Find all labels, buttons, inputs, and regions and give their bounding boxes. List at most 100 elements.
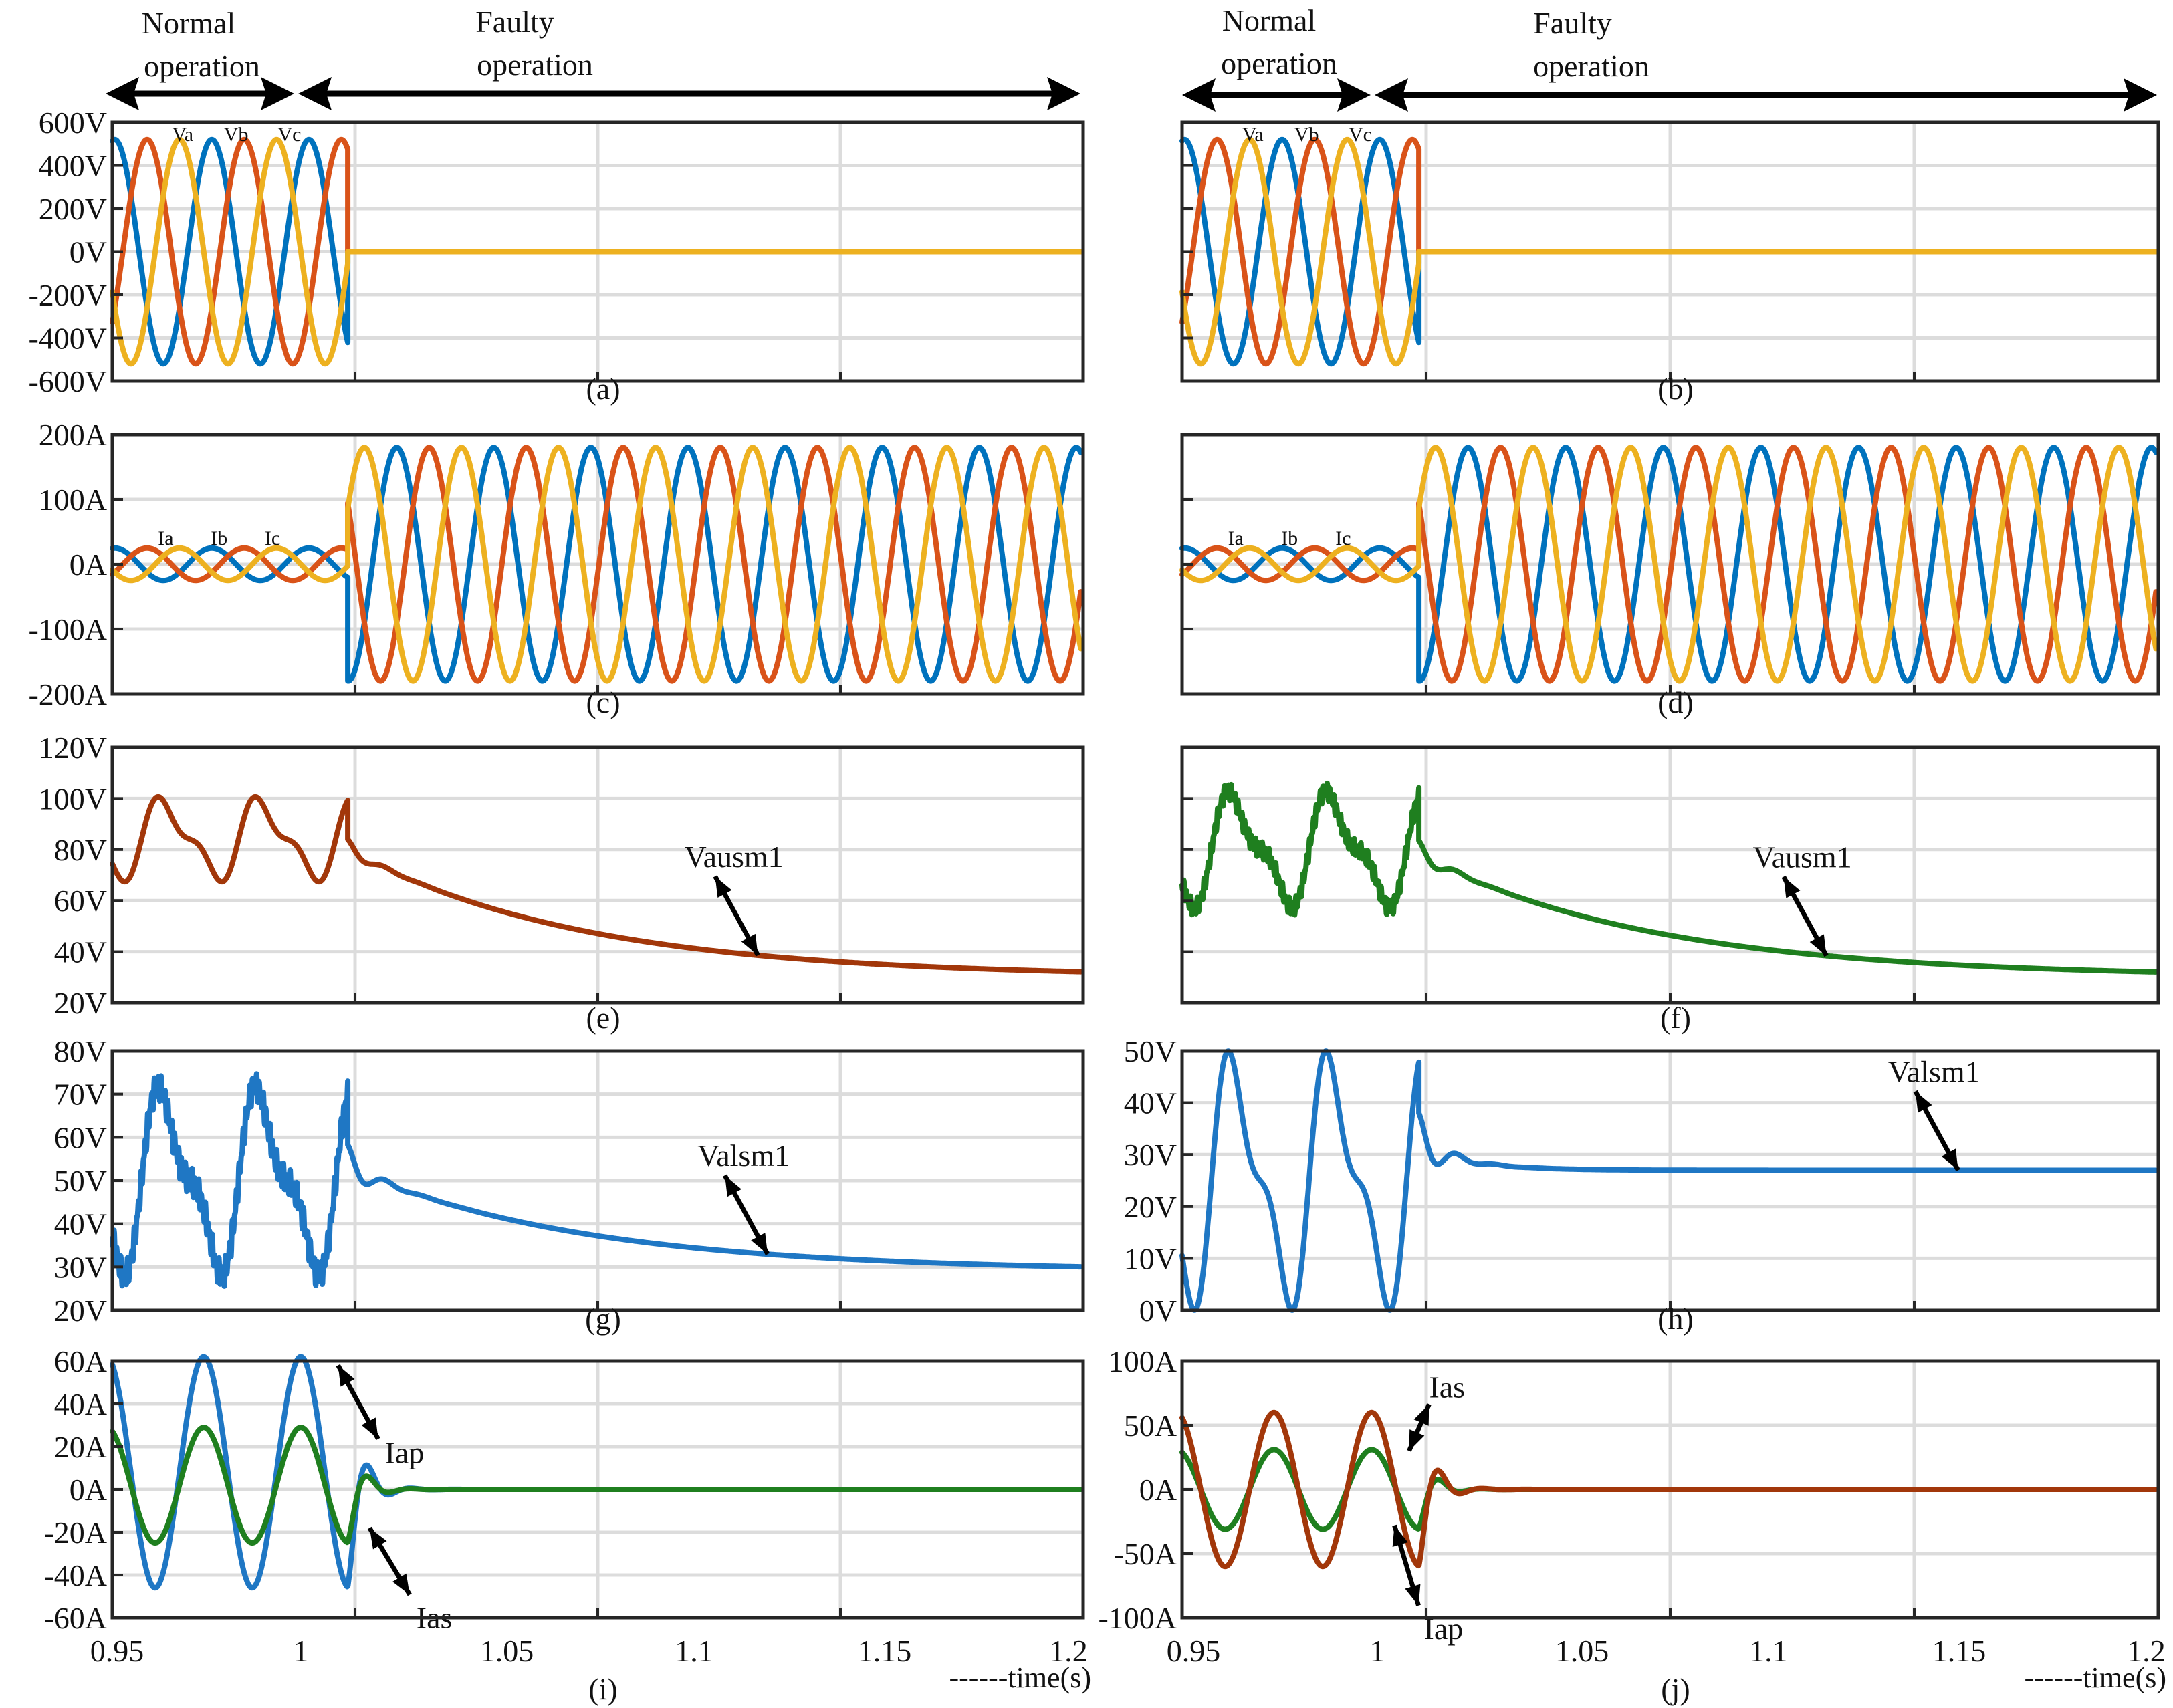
phase-label-Va: Va: [172, 124, 193, 146]
arrow-head: [1941, 1148, 1958, 1171]
arrow-head: [1409, 1429, 1425, 1451]
phase-label-Vc: Vc: [277, 124, 301, 146]
panel-e: Vausm1 120V 100V 80V 60V 40V 20V (e): [39, 731, 1085, 1035]
arrow-head: [715, 876, 732, 898]
arrow-head: [1783, 876, 1801, 898]
y-tick-label: 30V: [54, 1250, 107, 1284]
y-tick-label: 40A: [54, 1387, 107, 1421]
phase-label-Ic: Ic: [265, 527, 280, 550]
arrow-head: [392, 1573, 410, 1595]
time-axis-label: ------time(s): [949, 1661, 1091, 1694]
x-tick-label: 1.05: [1555, 1634, 1609, 1668]
y-tick-label: 100A: [39, 483, 107, 517]
arrow-head: [741, 933, 758, 955]
series-Vc: [110, 136, 1084, 367]
y-tick-label: -40A: [43, 1558, 107, 1592]
x-tick-label: 1.15: [858, 1634, 912, 1668]
header-right: Normal operation Faulty operation: [1182, 3, 2157, 112]
plot-frame: [110, 1359, 1085, 1620]
panel-caption: (a): [586, 372, 620, 406]
series-Ic: [110, 445, 1084, 684]
phase-label-Ib: Ib: [1281, 527, 1298, 550]
header-right-faulty-line1: Faulty: [1533, 6, 1612, 40]
x-tick-label: 1.2: [2127, 1634, 2166, 1668]
series-Va: [1179, 136, 2159, 367]
y-tick-label: -400V: [28, 322, 107, 356]
plot-frame: [1180, 1359, 2160, 1620]
phase-label-Ia: Ia: [158, 527, 173, 550]
panel-caption: (i): [588, 1672, 617, 1706]
y-tick-label: -50A: [1113, 1537, 1177, 1571]
y-tick-label: -60A: [43, 1601, 107, 1635]
phase-label-Vc: Vc: [1349, 124, 1372, 146]
panel-f: Vausm1 (f): [1179, 745, 2160, 1035]
y-tick-label: 60A: [54, 1344, 107, 1378]
y-tick-label: -100A: [28, 612, 107, 646]
plot-frame: [1180, 120, 2160, 383]
x-tick-label: 1.2: [1049, 1634, 1088, 1668]
arrow-head: [725, 1175, 741, 1197]
annotation-label: Iap: [385, 1435, 425, 1469]
arrow-head: [1809, 934, 1827, 956]
series-Vausm1: [1179, 780, 2159, 975]
panel-d: Ia Ib Ic (d): [1179, 433, 2160, 719]
y-tick-label: 100A: [1109, 1344, 1177, 1378]
panel-caption: (d): [1657, 685, 1694, 719]
y-tick-label: 0V: [70, 235, 107, 269]
faulty-operation-arrow-left: [298, 77, 1080, 110]
x-tick-label: 1: [1370, 1634, 1385, 1668]
y-tick-label: -100A: [1098, 1601, 1177, 1635]
x-tick-label: 1: [294, 1634, 309, 1668]
y-tick-label: -200A: [28, 677, 107, 711]
y-tick-label: 120V: [39, 731, 107, 765]
panel-caption: (h): [1657, 1302, 1694, 1336]
x-axis-left: 0.95 1 1.05 1.1 1.15 1.2 ------time(s): [90, 1634, 1091, 1694]
y-tick-label: 400V: [39, 149, 107, 183]
series-Iap: [1179, 1409, 2159, 1570]
y-tick-label: 70V: [54, 1078, 107, 1112]
y-tick-label: -200V: [28, 278, 107, 312]
plot-frame: [110, 120, 1085, 383]
phase-label-Ia: Ia: [1228, 527, 1244, 550]
y-tick-label: -20A: [43, 1515, 107, 1550]
y-tick-label: 50V: [54, 1164, 107, 1198]
header-right-normal-line2: operation: [1221, 46, 1337, 80]
series-Vc: [1179, 136, 2159, 367]
faulty-operation-arrow-right: [1375, 78, 2157, 112]
y-tick-label: 20V: [54, 986, 107, 1020]
series-Valsm1: [110, 1071, 1084, 1289]
y-tick-label: 40V: [54, 935, 107, 969]
series-Ias: [110, 1425, 1084, 1546]
panel-caption: (e): [586, 1001, 620, 1035]
x-tick-label: 1.05: [480, 1634, 534, 1668]
y-tick-label: 100V: [39, 781, 107, 816]
panel-caption: (c): [586, 685, 620, 719]
x-tick-label: 0.95: [1167, 1634, 1221, 1668]
arrow-head: [1413, 1404, 1429, 1426]
plot-frame: [1180, 433, 2160, 696]
annotation-label: Vausm1: [684, 840, 783, 874]
x-tick-label: 1.1: [1749, 1634, 1788, 1668]
header-left-faulty-line1: Faulty: [475, 5, 554, 39]
y-tick-label: 200A: [39, 418, 107, 452]
x-tick-label: 1.1: [675, 1634, 713, 1668]
plot-frame: [110, 433, 1085, 696]
plot-frame: [1180, 1049, 2160, 1312]
y-tick-label: 50A: [1124, 1409, 1177, 1443]
arrow-head: [751, 1233, 768, 1255]
y-tick-label: 10V: [1124, 1241, 1177, 1275]
panel-caption: (j): [1661, 1672, 1690, 1706]
header-left-faulty-line2: operation: [477, 47, 593, 82]
annotation-label: Ias: [1429, 1370, 1465, 1404]
annotation-label: Valsm1: [1888, 1054, 1980, 1088]
phase-label-Vb: Vb: [1294, 124, 1319, 146]
plot-frame: [1180, 745, 2160, 1005]
series-Vausm1: [110, 794, 1084, 975]
y-tick-label: 0A: [70, 1473, 107, 1507]
arrow-head: [369, 1528, 387, 1550]
header-right-faulty-line2: operation: [1533, 49, 1649, 83]
series-Valsm1: [1179, 1048, 2159, 1313]
y-tick-label: -600V: [28, 364, 107, 398]
header-left: Normal operation Faulty operation: [106, 5, 1080, 110]
